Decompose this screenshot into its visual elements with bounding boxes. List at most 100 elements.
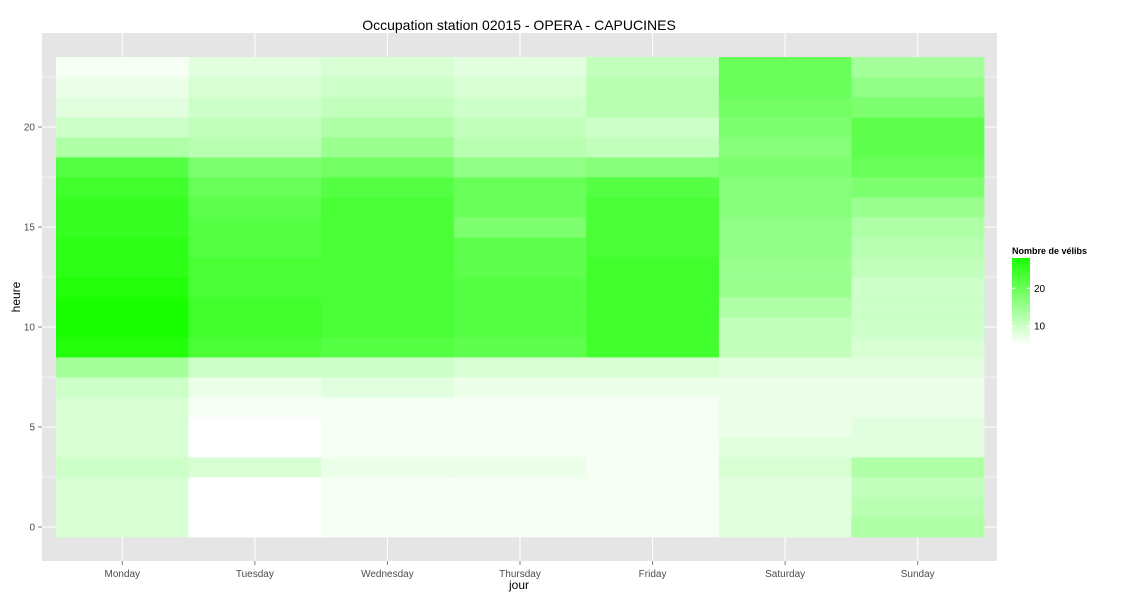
- heatmap-tile: [188, 437, 322, 458]
- heatmap-tile: [321, 137, 455, 158]
- heatmap-tile: [586, 177, 720, 198]
- heatmap-tile: [718, 397, 852, 418]
- heatmap-tile: [851, 237, 985, 258]
- heatmap-tile: [188, 357, 322, 378]
- heatmap-tile: [453, 377, 587, 398]
- heatmap-tile: [586, 197, 720, 218]
- heatmap-tile: [321, 457, 455, 478]
- x-tick-label: Wednesday: [361, 569, 414, 580]
- y-tick-label: 10: [24, 323, 36, 334]
- heatmap-tile: [453, 337, 587, 358]
- heatmap-tile: [851, 197, 985, 218]
- heatmap-tile: [586, 337, 720, 358]
- legend: Nombre de vélibs 10 20: [1012, 246, 1087, 345]
- heatmap-tile: [851, 57, 985, 78]
- heatmap-tile: [453, 217, 587, 238]
- heatmap-tile: [718, 217, 852, 238]
- heatmap-tile: [718, 57, 852, 78]
- heatmap-tile: [718, 417, 852, 438]
- heatmap-tile: [586, 117, 720, 138]
- heatmap-tile: [586, 237, 720, 258]
- y-tick-label: 15: [24, 223, 36, 234]
- y-tick-label: 5: [29, 423, 35, 434]
- heatmap-tile: [56, 477, 189, 498]
- heatmap-tile: [851, 157, 985, 178]
- heatmap-tile: [586, 277, 720, 298]
- heatmap-tile: [586, 97, 720, 118]
- axis-layer: 0 5 10 15 20 Monday Tuesday Wednesday Thursday Fr…: [24, 123, 935, 581]
- heatmap-tile: [56, 177, 189, 198]
- heatmap-tile: [321, 377, 455, 398]
- heatmap-tile: [188, 297, 322, 318]
- heatmap-tile: [56, 217, 189, 238]
- x-tick-label: Friday: [639, 569, 667, 580]
- heatmap-tile: [851, 257, 985, 278]
- heatmap-tile: [718, 97, 852, 118]
- heatmap-tile: [321, 57, 455, 78]
- x-tick-label: Monday: [104, 569, 140, 580]
- heatmap-tile: [321, 117, 455, 138]
- heatmap-tile: [56, 97, 189, 118]
- heatmap-tile: [188, 457, 322, 478]
- heatmap-tile: [56, 337, 189, 358]
- heatmap-tile: [718, 437, 852, 458]
- heatmap-tile: [718, 357, 852, 378]
- heatmap-tile: [453, 277, 587, 298]
- heatmap-tile: [851, 497, 985, 518]
- heatmap-tile: [851, 77, 985, 98]
- heatmap-tile: [851, 477, 985, 498]
- heatmap-tile: [56, 277, 189, 298]
- heatmap-tile: [586, 417, 720, 438]
- heatmap-tile: [851, 117, 985, 138]
- heatmap-tile: [718, 297, 852, 318]
- heatmap-tile: [586, 357, 720, 378]
- heatmap-tile: [718, 457, 852, 478]
- heatmap-tile: [453, 417, 587, 438]
- heatmap-tile: [851, 277, 985, 298]
- heatmap-tile: [321, 517, 455, 538]
- heatmap-tile: [188, 417, 322, 438]
- heatmap-tile: [188, 477, 322, 498]
- heatmap-tile: [56, 357, 189, 378]
- heatmap-tile: [453, 517, 587, 538]
- heatmap-tile: [586, 297, 720, 318]
- heatmap-tile: [851, 397, 985, 418]
- heatmap-tile: [188, 117, 322, 138]
- heatmap-tile: [586, 77, 720, 98]
- heatmap-tile: [718, 497, 852, 518]
- heatmap-tile: [321, 397, 455, 418]
- heatmap-tile: [188, 257, 322, 278]
- heatmap-tile: [718, 137, 852, 158]
- heatmap-tile: [56, 237, 189, 258]
- heatmap-tile: [586, 217, 720, 238]
- heatmap-tile: [718, 157, 852, 178]
- heatmap-tile: [718, 257, 852, 278]
- heatmap-tile: [851, 337, 985, 358]
- heatmap-tile: [718, 237, 852, 258]
- heatmap-tile: [56, 377, 189, 398]
- heatmap-tile: [321, 277, 455, 298]
- heatmap-tile: [453, 257, 587, 278]
- heatmap-tile: [56, 77, 189, 98]
- heatmap-tile: [586, 497, 720, 518]
- heatmap-tile: [718, 317, 852, 338]
- heatmap-tile: [718, 77, 852, 98]
- y-tick-label: 0: [29, 523, 35, 534]
- heatmap-tile: [321, 497, 455, 518]
- x-tick-label: Tuesday: [236, 569, 274, 580]
- heatmap-tile: [321, 197, 455, 218]
- heatmap-tile: [718, 277, 852, 298]
- heatmap-tile: [188, 397, 322, 418]
- heatmap-tile: [851, 297, 985, 318]
- heatmap-tile: [321, 217, 455, 238]
- heatmap-tile: [851, 177, 985, 198]
- heatmap-tile: [321, 97, 455, 118]
- heatmap-tile: [188, 97, 322, 118]
- heatmap-tile: [586, 477, 720, 498]
- heatmap-tile: [453, 477, 587, 498]
- heatmap-tile: [188, 317, 322, 338]
- heatmap-tile: [586, 257, 720, 278]
- heatmap-tile: [586, 377, 720, 398]
- heatmap-tile: [56, 517, 189, 538]
- heatmap-tile: [718, 377, 852, 398]
